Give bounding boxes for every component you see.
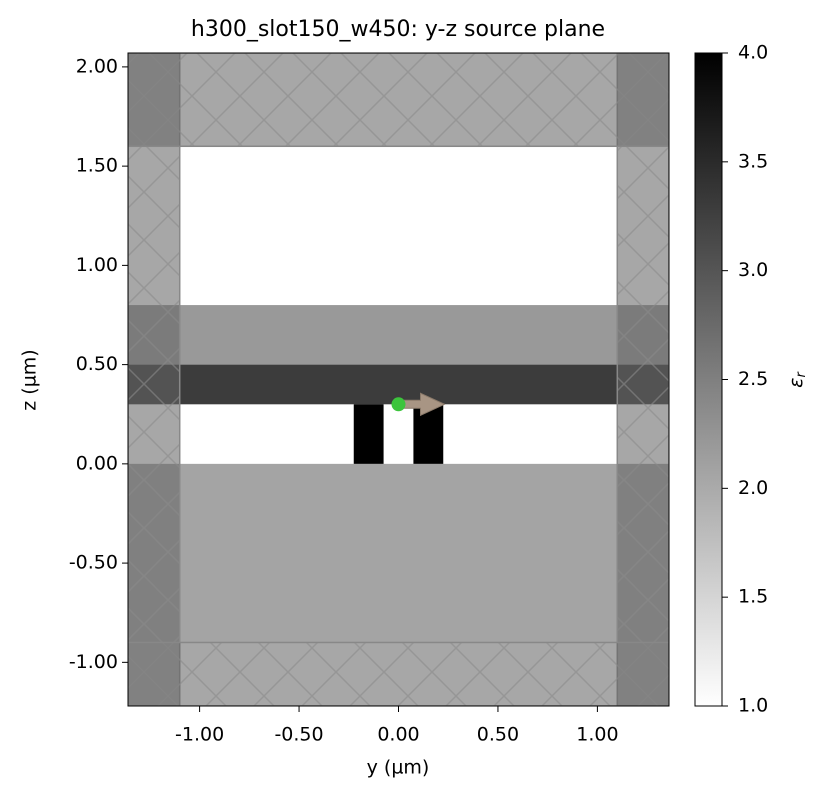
pml-hatch <box>128 642 669 706</box>
colorbar-tick-label: 1.5 <box>738 586 768 608</box>
colorbar-label-main: ε <box>785 378 807 388</box>
x-axis-label: y (µm) <box>367 757 430 779</box>
pml-hatch <box>128 53 669 147</box>
pml-hatch <box>128 53 180 706</box>
x-tick-label: -1.00 <box>175 724 224 746</box>
y-tick-label: -1.00 <box>69 651 118 673</box>
y-tick-label: 0.50 <box>76 353 118 375</box>
x-tick-label: -0.50 <box>274 724 323 746</box>
colorbar-tick-label: 4.0 <box>738 42 768 64</box>
colorbar-tick-label: 3.0 <box>738 259 768 281</box>
colorbar <box>694 52 723 707</box>
colorbar-tick-label: 2.0 <box>738 477 768 499</box>
colorbar-label-sub: r <box>794 371 809 378</box>
colorbar-tick-label: 1.0 <box>738 695 768 717</box>
y-tick-label: 2.00 <box>76 55 118 77</box>
pml-hatch <box>617 53 669 706</box>
chart-title: h300_slot150_w450: y-z source plane <box>191 17 605 42</box>
structure <box>128 463 669 643</box>
x-tick-label: 0.00 <box>377 724 419 746</box>
structure <box>128 305 669 365</box>
y-axis-label: z (µm) <box>19 349 41 410</box>
structure <box>413 404 444 464</box>
colorbar-label: εr <box>785 371 809 388</box>
y-tick-label: 1.00 <box>76 254 118 276</box>
x-tick-label: 1.00 <box>576 724 618 746</box>
colorbar-tick-label: 2.5 <box>738 368 768 390</box>
structure <box>353 404 384 464</box>
y-tick-label: 0.00 <box>76 452 118 474</box>
colorbar-tick-label: 3.5 <box>738 150 768 172</box>
y-tick-label: 1.50 <box>76 155 118 177</box>
source <box>391 397 406 412</box>
x-tick-label: 0.50 <box>477 724 519 746</box>
plot-area <box>128 53 669 706</box>
y-tick-label: -0.50 <box>69 552 118 574</box>
